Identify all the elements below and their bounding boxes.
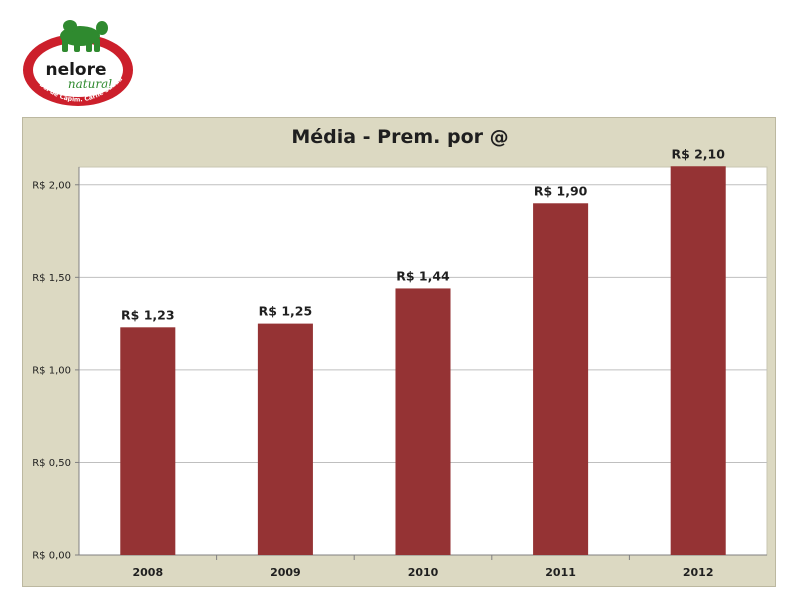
x-tick-label: 2008 bbox=[132, 566, 163, 579]
bar-chart: R$ 0,00 R$ 0,50 R$ 1,00 R$ 1,50 R$ 2,00 R$ 1,… bbox=[32, 146, 768, 579]
logo-inner bbox=[33, 43, 123, 97]
x-tick-label: 2010 bbox=[408, 566, 439, 579]
bar bbox=[120, 327, 176, 555]
y-tick-label: R$ 1,00 bbox=[32, 365, 71, 376]
bar bbox=[257, 323, 313, 555]
x-tick-label: 2009 bbox=[270, 566, 301, 579]
logo-brand-name: nelore bbox=[45, 60, 106, 80]
bull-icon bbox=[60, 20, 108, 52]
data-label: R$ 1,23 bbox=[121, 307, 175, 322]
data-label: R$ 1,25 bbox=[259, 304, 313, 319]
chart-title: Média - Prem. por @ bbox=[291, 126, 509, 148]
x-tick-label: 2011 bbox=[545, 566, 576, 579]
data-label: R$ 2,10 bbox=[671, 146, 725, 161]
y-tick-label: R$ 0,50 bbox=[32, 458, 71, 469]
data-label: R$ 1,90 bbox=[534, 183, 588, 198]
bar bbox=[670, 166, 726, 556]
x-tick-label: 2012 bbox=[683, 566, 714, 579]
y-tick-label: R$ 1,50 bbox=[32, 273, 71, 284]
data-label: R$ 1,44 bbox=[396, 268, 450, 283]
logo-brand-subname: natural bbox=[68, 77, 112, 91]
nelore-natural-logo: nelore natural Boi de Capim. Carne Saudá… bbox=[18, 14, 133, 106]
y-tick-label: R$ 2,00 bbox=[32, 180, 71, 191]
y-tick-label: R$ 0,00 bbox=[32, 551, 71, 562]
bar bbox=[533, 203, 589, 555]
bar bbox=[395, 288, 451, 555]
chart-frame: R$ 0,00 R$ 0,50 R$ 1,00 R$ 1,50 R$ 2,00 R$ 1,… bbox=[22, 117, 776, 587]
